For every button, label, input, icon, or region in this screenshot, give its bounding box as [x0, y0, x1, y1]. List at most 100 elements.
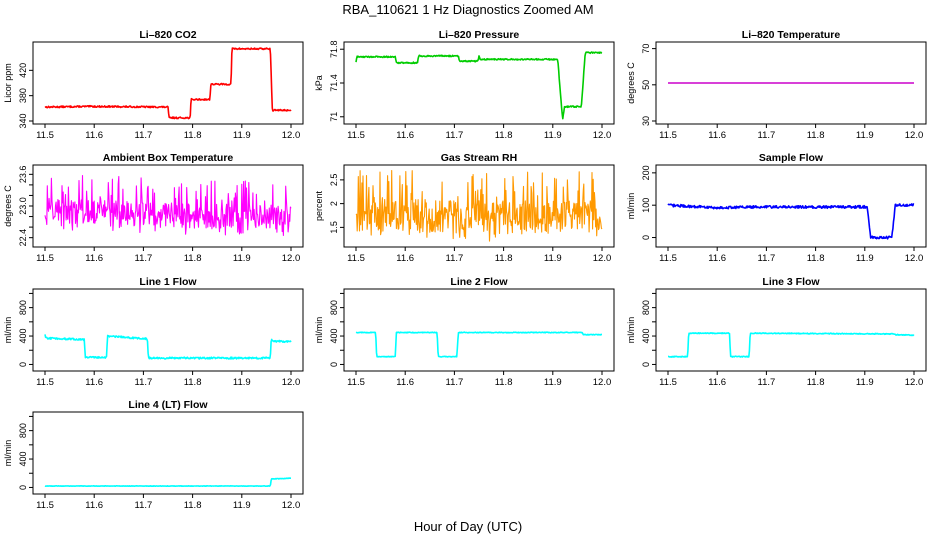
x-tick-label: 12.0	[282, 130, 301, 141]
y-tick-label: 200	[641, 165, 651, 180]
y-tick-label: 2	[329, 201, 339, 206]
plot-frame	[343, 41, 615, 125]
y-tick-label: 380	[18, 88, 28, 103]
y-tick-label: 1.5	[329, 221, 339, 234]
y-tick-label: 50	[641, 80, 651, 90]
chart-title: Line 3 Flow	[762, 276, 820, 288]
plot-frame	[343, 164, 615, 248]
y-tick-label: 0	[641, 235, 651, 240]
y-axis-label: ml/min	[626, 317, 636, 344]
y-axis-label: kPa	[314, 75, 324, 91]
y-tick-label: 400	[329, 329, 339, 344]
figure-title: RBA_110621 1 Hz Diagnostics Zoomed AM	[342, 2, 593, 17]
x-tick-label: 11.9	[233, 377, 251, 388]
x-tick-label: 11.8	[807, 377, 825, 388]
plot-frame	[343, 288, 615, 372]
y-tick-label: 23.6	[18, 166, 28, 184]
x-tick-label: 11.6	[85, 130, 103, 141]
x-tick-label: 11.9	[233, 130, 251, 141]
chart-panel-6: Sample Flow ml/min 11.5 11.6 11.7 11.8 11.9 12.…	[626, 152, 927, 264]
x-tick-label: 12.0	[905, 130, 924, 141]
x-tick-label: 11.8	[184, 377, 202, 388]
y-tick-label: 22.4	[18, 229, 28, 247]
y-axis-label: percent	[314, 190, 324, 221]
x-tick-label: 11.8	[495, 130, 513, 141]
x-tick-label: 11.6	[396, 130, 414, 141]
series-line-1	[355, 331, 603, 358]
plot-frame	[655, 41, 927, 125]
x-tick-label: 11.5	[36, 130, 54, 141]
y-tick-label: 23.0	[18, 197, 28, 215]
x-tick-label: 11.6	[708, 253, 726, 264]
x-tick-label: 11.5	[347, 377, 365, 388]
y-tick-label: 400	[641, 329, 651, 344]
x-tick-label: 12.0	[282, 253, 301, 264]
x-tick-label: 11.5	[659, 253, 677, 264]
x-tick-label: 11.9	[233, 253, 251, 264]
y-tick-label: 71	[329, 112, 339, 122]
x-tick-label: 12.0	[282, 377, 301, 388]
chart-title: Gas Stream RH	[441, 152, 517, 164]
chart-title: Li–820 Temperature	[742, 29, 841, 41]
figure-xlabel: Hour of Day (UTC)	[414, 519, 522, 534]
chart-title: Sample Flow	[759, 152, 824, 164]
x-tick-label: 11.6	[708, 130, 726, 141]
y-axis-label: degrees C	[3, 185, 13, 227]
x-tick-label: 11.7	[135, 500, 153, 511]
chart-panel-7: Line 1 Flow ml/min 11.5 11.6 11.7 11.8 11.9 12.…	[3, 276, 304, 388]
x-tick-label: 11.6	[708, 377, 726, 388]
x-tick-label: 11.5	[347, 253, 365, 264]
x-tick-label: 11.7	[135, 253, 153, 264]
y-tick-label: 0	[329, 362, 339, 367]
plot-frame	[32, 411, 304, 495]
y-axis-label: ml/min	[3, 317, 13, 344]
x-tick-label: 11.6	[396, 253, 414, 264]
y-axis-label: degrees C	[626, 62, 636, 104]
x-tick-label: 11.7	[446, 253, 464, 264]
y-tick-label: 420	[18, 63, 28, 78]
x-tick-label: 12.0	[593, 130, 612, 141]
x-tick-label: 11.5	[36, 377, 54, 388]
x-tick-label: 11.7	[135, 130, 153, 141]
panels-container: Li–820 CO2 Licor ppm 11.5 11.6 11.7 11.8 11.9 1…	[3, 29, 927, 511]
y-tick-label: 0	[18, 485, 28, 490]
x-tick-label: 11.5	[659, 377, 677, 388]
y-tick-label: 70	[641, 44, 651, 54]
x-tick-label: 11.7	[758, 130, 776, 141]
y-tick-label: 71.4	[329, 74, 339, 92]
plot-frame	[655, 288, 927, 372]
plot-frame	[32, 41, 304, 125]
x-tick-label: 11.8	[184, 253, 202, 264]
x-tick-label: 12.0	[905, 253, 924, 264]
x-tick-label: 11.7	[758, 253, 776, 264]
x-tick-label: 11.6	[85, 500, 103, 511]
x-tick-label: 11.9	[856, 253, 874, 264]
x-tick-label: 12.0	[593, 377, 612, 388]
y-tick-label: 800	[18, 300, 28, 315]
x-tick-label: 11.5	[36, 500, 54, 511]
chart-panel-2: Li–820 Pressure kPa 11.5 11.6 11.7 11.8 11.9 12…	[314, 29, 615, 141]
y-tick-label: 800	[329, 300, 339, 315]
x-tick-label: 11.8	[184, 130, 202, 141]
x-tick-label: 11.6	[396, 377, 414, 388]
x-tick-label: 11.8	[184, 500, 202, 511]
y-tick-label: 2.5	[329, 174, 339, 187]
y-axis-label: Licor ppm	[3, 63, 13, 103]
x-tick-label: 11.5	[347, 130, 365, 141]
plot-frame	[32, 288, 304, 372]
x-tick-label: 11.9	[233, 500, 251, 511]
y-tick-label: 800	[18, 423, 28, 438]
x-tick-label: 11.8	[495, 377, 513, 388]
series-line-1	[44, 47, 292, 120]
y-tick-label: 400	[18, 329, 28, 344]
series-line-1	[44, 477, 292, 487]
chart-title: Li–820 Pressure	[439, 29, 520, 41]
y-tick-label: 400	[18, 452, 28, 467]
x-tick-label: 11.9	[544, 130, 562, 141]
plot-frame	[655, 164, 927, 248]
y-tick-label: 0	[18, 362, 28, 367]
series-line-1	[44, 334, 292, 360]
chart-title: Line 1 Flow	[139, 276, 197, 288]
x-tick-label: 11.9	[856, 130, 874, 141]
